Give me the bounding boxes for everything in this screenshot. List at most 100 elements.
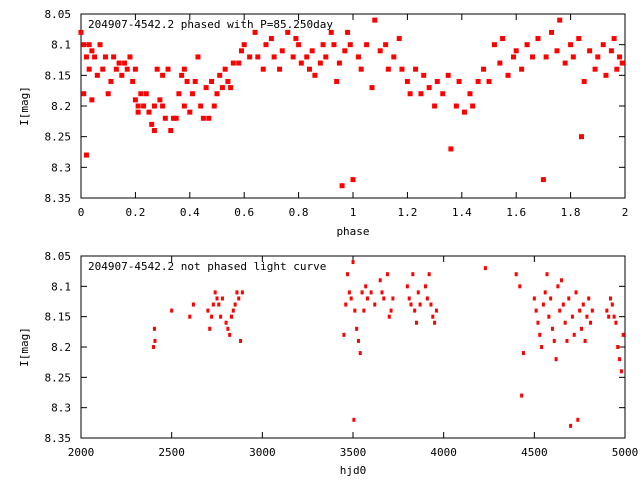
phased-x-tick-label: 0.6 — [234, 206, 254, 219]
data-point — [578, 134, 584, 140]
data-point — [411, 272, 415, 277]
data-point — [570, 314, 574, 319]
unphased-x-tick-label: 5000 — [612, 446, 639, 459]
data-point — [228, 85, 234, 91]
data-point — [377, 48, 383, 54]
data-point — [206, 115, 212, 121]
data-point — [440, 91, 446, 97]
data-point — [135, 103, 141, 109]
data-point — [154, 66, 160, 72]
data-point — [372, 17, 378, 23]
data-point — [407, 296, 411, 301]
data-point — [149, 121, 155, 127]
data-point — [549, 296, 553, 301]
data-point — [619, 60, 625, 66]
data-point — [391, 54, 397, 60]
data-point — [176, 91, 182, 97]
data-point — [138, 91, 144, 97]
data-point — [565, 338, 569, 343]
data-point — [595, 54, 601, 60]
data-point — [405, 284, 409, 289]
unphased-x-tick-label: 3500 — [340, 446, 367, 459]
data-point — [188, 314, 192, 319]
data-point — [83, 152, 89, 158]
data-point — [382, 296, 386, 301]
data-point — [418, 91, 424, 97]
phased-ticks: 0 0.2 0.4 0.6 0.8 1 1.2 1.4 1.6 1.8 2 8.05 8.1 8.15 8.… — [45, 8, 629, 219]
phased-y-tick-label: 8.2 — [51, 100, 71, 113]
data-point — [78, 29, 84, 35]
data-point — [200, 115, 206, 121]
data-point — [453, 103, 459, 109]
data-point — [94, 72, 100, 78]
data-point — [456, 78, 462, 84]
data-point — [81, 91, 87, 97]
data-point — [538, 332, 542, 337]
data-point — [323, 54, 329, 60]
data-point — [215, 296, 219, 301]
data-point — [414, 320, 418, 325]
data-point — [230, 60, 236, 66]
data-point — [203, 85, 209, 91]
phased-x-tick-label: 0.2 — [125, 206, 145, 219]
data-point — [581, 78, 587, 84]
data-point — [541, 302, 545, 307]
data-point — [192, 78, 198, 84]
data-point — [540, 345, 544, 349]
data-point — [570, 54, 576, 60]
data-point — [356, 338, 360, 343]
data-point — [418, 302, 422, 307]
unphased-x-tick-label: 4500 — [521, 446, 548, 459]
data-point — [416, 290, 420, 295]
unphased-y-tick-label: 8.25 — [45, 371, 72, 384]
phased-x-tick-label: 0 — [78, 206, 85, 219]
data-point — [567, 296, 571, 301]
phased-y-axis-label: I[mag] — [18, 86, 31, 126]
phased-y-tick-label: 8.1 — [51, 39, 71, 52]
data-point — [86, 42, 92, 48]
data-point — [550, 326, 554, 331]
unphased-y-tick-label: 8.05 — [45, 250, 72, 263]
data-point — [519, 66, 525, 72]
data-point — [355, 326, 359, 331]
data-point — [556, 284, 560, 289]
data-point — [220, 296, 224, 301]
data-point — [181, 103, 187, 109]
unphased-x-tick-label: 2000 — [68, 446, 95, 459]
data-point — [432, 103, 438, 109]
data-point — [160, 103, 166, 109]
phased-points — [78, 17, 625, 189]
data-point — [576, 417, 580, 422]
data-point — [554, 357, 558, 362]
data-point — [231, 308, 235, 313]
data-point — [170, 308, 174, 313]
data-point — [320, 42, 326, 48]
data-point — [614, 320, 618, 325]
unphased-x-tick-label: 2500 — [158, 446, 185, 459]
phased-x-tick-label: 1 — [350, 206, 357, 219]
data-point — [600, 42, 606, 48]
data-point — [187, 109, 193, 115]
data-point — [260, 66, 266, 72]
data-point — [209, 78, 215, 84]
data-point — [127, 54, 133, 60]
data-point — [160, 72, 166, 78]
unphased-x-tick-label: 4000 — [430, 446, 457, 459]
data-point — [486, 78, 492, 84]
data-point — [108, 78, 114, 84]
data-point — [351, 260, 355, 265]
data-point — [614, 66, 620, 72]
data-point — [462, 109, 468, 115]
data-point — [587, 296, 591, 301]
phased-y-tick-label: 8.35 — [45, 192, 72, 205]
data-point — [413, 308, 417, 313]
data-point — [168, 128, 174, 134]
phased-x-tick-label: 1.4 — [452, 206, 472, 219]
data-point — [304, 54, 310, 60]
data-point — [162, 115, 168, 121]
data-point — [572, 332, 576, 337]
data-point — [198, 103, 204, 109]
unphased-x-tick-label: 3000 — [249, 446, 276, 459]
data-point — [113, 66, 119, 72]
data-point — [608, 296, 612, 301]
